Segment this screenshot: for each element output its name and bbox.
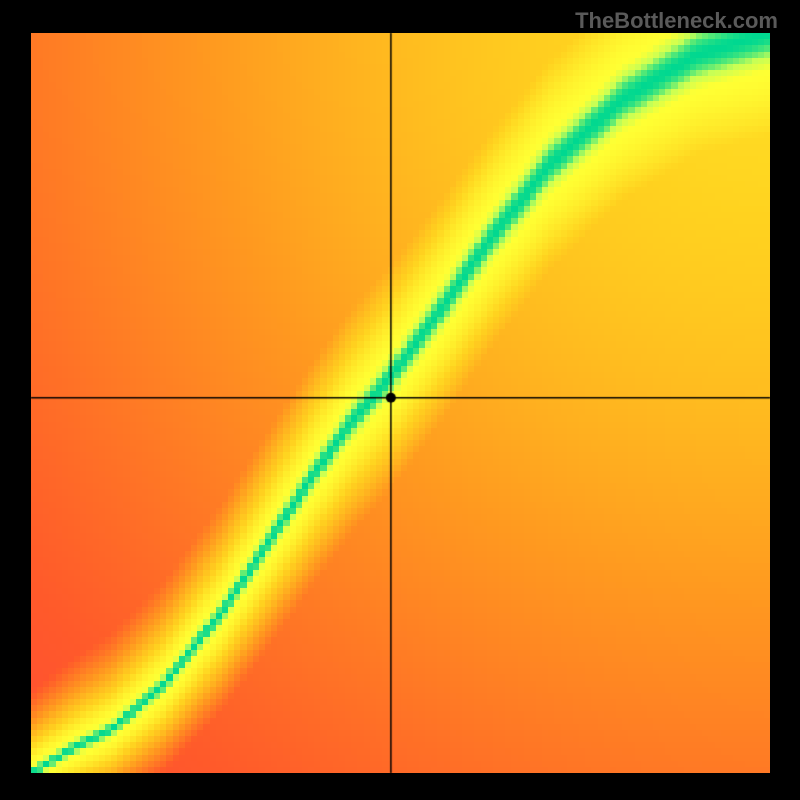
heatmap-canvas xyxy=(0,0,800,800)
chart-wrapper: TheBottleneck.com xyxy=(0,0,800,800)
